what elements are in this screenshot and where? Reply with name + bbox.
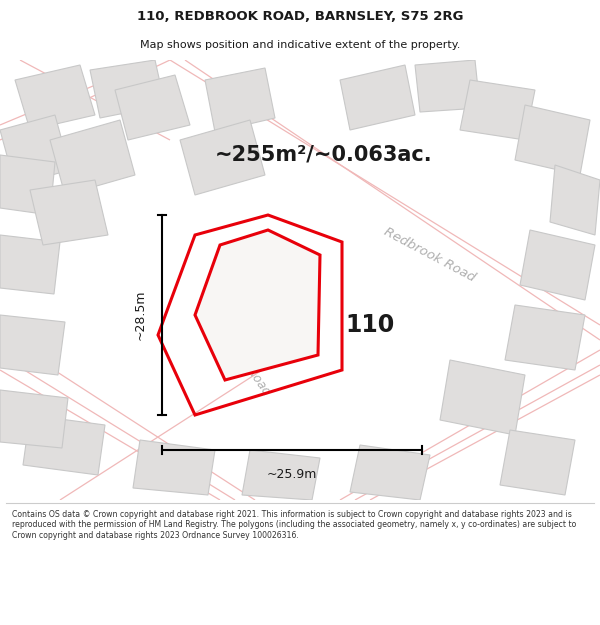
Polygon shape bbox=[0, 315, 65, 375]
Text: ~255m²/~0.063ac.: ~255m²/~0.063ac. bbox=[215, 145, 433, 165]
Text: ~28.5m: ~28.5m bbox=[133, 290, 146, 340]
Text: Redbrook Road: Redbrook Road bbox=[382, 226, 478, 284]
Polygon shape bbox=[520, 230, 595, 300]
Text: 110: 110 bbox=[345, 313, 394, 337]
Polygon shape bbox=[0, 155, 55, 215]
Polygon shape bbox=[23, 415, 105, 475]
Polygon shape bbox=[180, 120, 265, 195]
Polygon shape bbox=[515, 105, 590, 175]
Polygon shape bbox=[415, 60, 480, 112]
Polygon shape bbox=[90, 60, 165, 118]
Polygon shape bbox=[0, 115, 70, 185]
Polygon shape bbox=[0, 390, 68, 448]
Polygon shape bbox=[500, 430, 575, 495]
Polygon shape bbox=[242, 450, 320, 500]
Text: ~25.9m: ~25.9m bbox=[267, 468, 317, 481]
Polygon shape bbox=[505, 305, 585, 370]
Polygon shape bbox=[460, 80, 535, 140]
Polygon shape bbox=[440, 360, 525, 435]
Text: Contains OS data © Crown copyright and database right 2021. This information is : Contains OS data © Crown copyright and d… bbox=[12, 510, 576, 540]
Polygon shape bbox=[30, 180, 108, 245]
Polygon shape bbox=[15, 65, 95, 130]
Polygon shape bbox=[350, 445, 430, 500]
Polygon shape bbox=[0, 235, 60, 294]
Polygon shape bbox=[50, 120, 135, 195]
Polygon shape bbox=[195, 230, 320, 380]
Polygon shape bbox=[115, 75, 190, 140]
Polygon shape bbox=[340, 65, 415, 130]
Text: 110, REDBROOK ROAD, BARNSLEY, S75 2RG: 110, REDBROOK ROAD, BARNSLEY, S75 2RG bbox=[137, 10, 463, 23]
Polygon shape bbox=[133, 440, 215, 495]
Text: Redbrook Road: Redbrook Road bbox=[207, 312, 273, 398]
Polygon shape bbox=[205, 68, 275, 132]
Polygon shape bbox=[550, 165, 600, 235]
Text: Map shows position and indicative extent of the property.: Map shows position and indicative extent… bbox=[140, 40, 460, 50]
